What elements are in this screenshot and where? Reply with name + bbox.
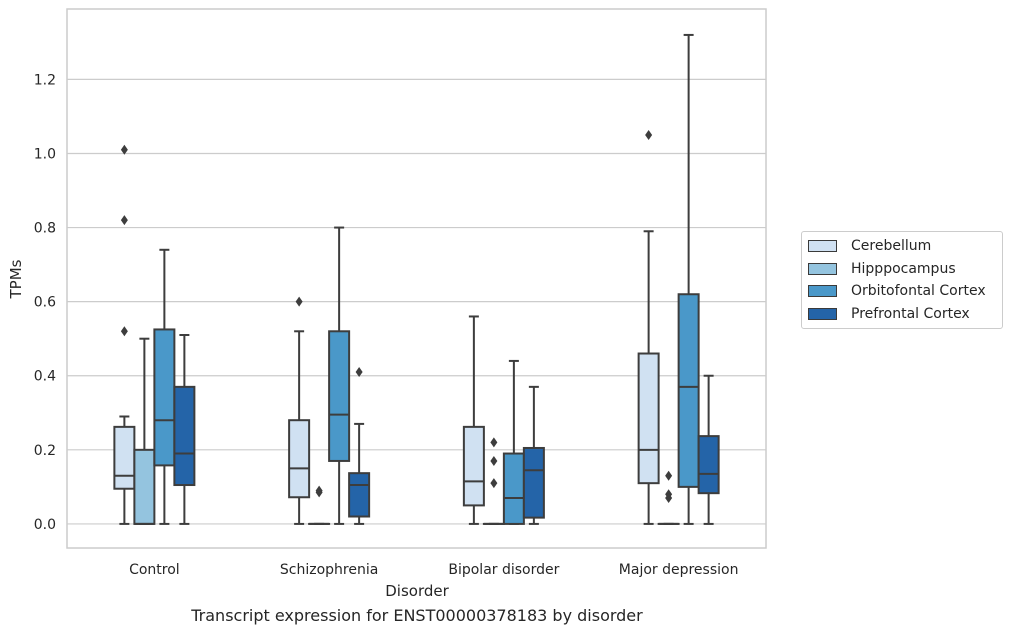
outlier-point bbox=[295, 296, 303, 307]
series-cerebellum bbox=[113, 129, 660, 525]
outlier-point bbox=[355, 367, 363, 378]
box-iqr bbox=[637, 352, 660, 485]
outlier-point bbox=[120, 144, 128, 155]
box-iqr bbox=[113, 425, 136, 490]
x-axis-label: Disorder bbox=[385, 582, 449, 600]
box-iqr bbox=[522, 446, 545, 519]
y-tick-labels: 0.0 0.2 0.4 0.6 0.8 1.0 1.2 bbox=[34, 72, 56, 533]
legend-item: Cerebellum bbox=[802, 235, 1002, 258]
y-tick-label: 1.2 bbox=[34, 72, 56, 88]
legend-label: Cerebellum bbox=[851, 238, 932, 255]
box-iqr bbox=[328, 330, 351, 462]
series-orbitofontal-cortex bbox=[153, 33, 700, 525]
outlier-point bbox=[665, 470, 673, 481]
legend-label: Prefrontal Cortex bbox=[851, 305, 970, 322]
y-tick-label: 0.8 bbox=[34, 221, 56, 237]
legend-swatch bbox=[808, 285, 837, 298]
legend-label: Orbitofontal Cortex bbox=[851, 283, 986, 300]
series-prefrontal-cortex bbox=[173, 333, 720, 525]
legend: Cerebellum Hipppocampus Orbitofontal Corte… bbox=[801, 231, 1003, 329]
legend-label: Hipppocampus bbox=[851, 260, 956, 277]
legend-swatch bbox=[808, 307, 837, 320]
box-iqr bbox=[133, 448, 156, 525]
box-iqr bbox=[173, 385, 196, 487]
series-hipppocampus bbox=[133, 337, 680, 525]
box-series-layer bbox=[113, 33, 720, 525]
outlier-point bbox=[490, 478, 498, 489]
outlier-point bbox=[645, 129, 653, 140]
x-tick-label: Major depression bbox=[619, 562, 739, 578]
y-tick-label: 0.6 bbox=[34, 295, 56, 311]
y-tick-label: 0.2 bbox=[34, 443, 56, 459]
chart-caption: Transcript expression for ENST0000037818… bbox=[191, 606, 643, 625]
box-iqr bbox=[462, 425, 485, 507]
y-tick-label: 0.4 bbox=[34, 369, 56, 385]
box-iqr bbox=[677, 293, 700, 488]
x-tick-label: Control bbox=[129, 562, 180, 578]
legend-swatch bbox=[808, 240, 837, 253]
legend-item: Prefrontal Cortex bbox=[802, 303, 1002, 326]
y-tick-label: 1.0 bbox=[34, 146, 56, 162]
x-tick-label: Schizophrenia bbox=[280, 562, 378, 578]
plot-frame bbox=[66, 8, 767, 549]
box-iqr bbox=[697, 435, 720, 495]
outlier-point bbox=[490, 437, 498, 448]
legend-item: Hipppocampus bbox=[802, 258, 1002, 281]
box-iqr bbox=[502, 452, 525, 525]
outlier-point bbox=[315, 485, 323, 496]
x-tick-label: Bipolar disorder bbox=[448, 562, 559, 578]
x-tick-labels: Control Schizophrenia Bipolar disorder Majo… bbox=[129, 562, 738, 578]
legend-item: Orbitofontal Cortex bbox=[802, 280, 1002, 303]
legend-swatch bbox=[808, 262, 837, 275]
outlier-point bbox=[490, 455, 498, 466]
box-iqr bbox=[288, 419, 311, 499]
box-iqr bbox=[153, 328, 176, 467]
y-axis-label: TPMs bbox=[7, 259, 25, 299]
outlier-point bbox=[120, 326, 128, 337]
y-tick-label: 0.0 bbox=[34, 517, 56, 533]
outlier-point bbox=[665, 489, 673, 500]
box-iqr bbox=[348, 472, 371, 518]
outlier-point bbox=[120, 215, 128, 226]
